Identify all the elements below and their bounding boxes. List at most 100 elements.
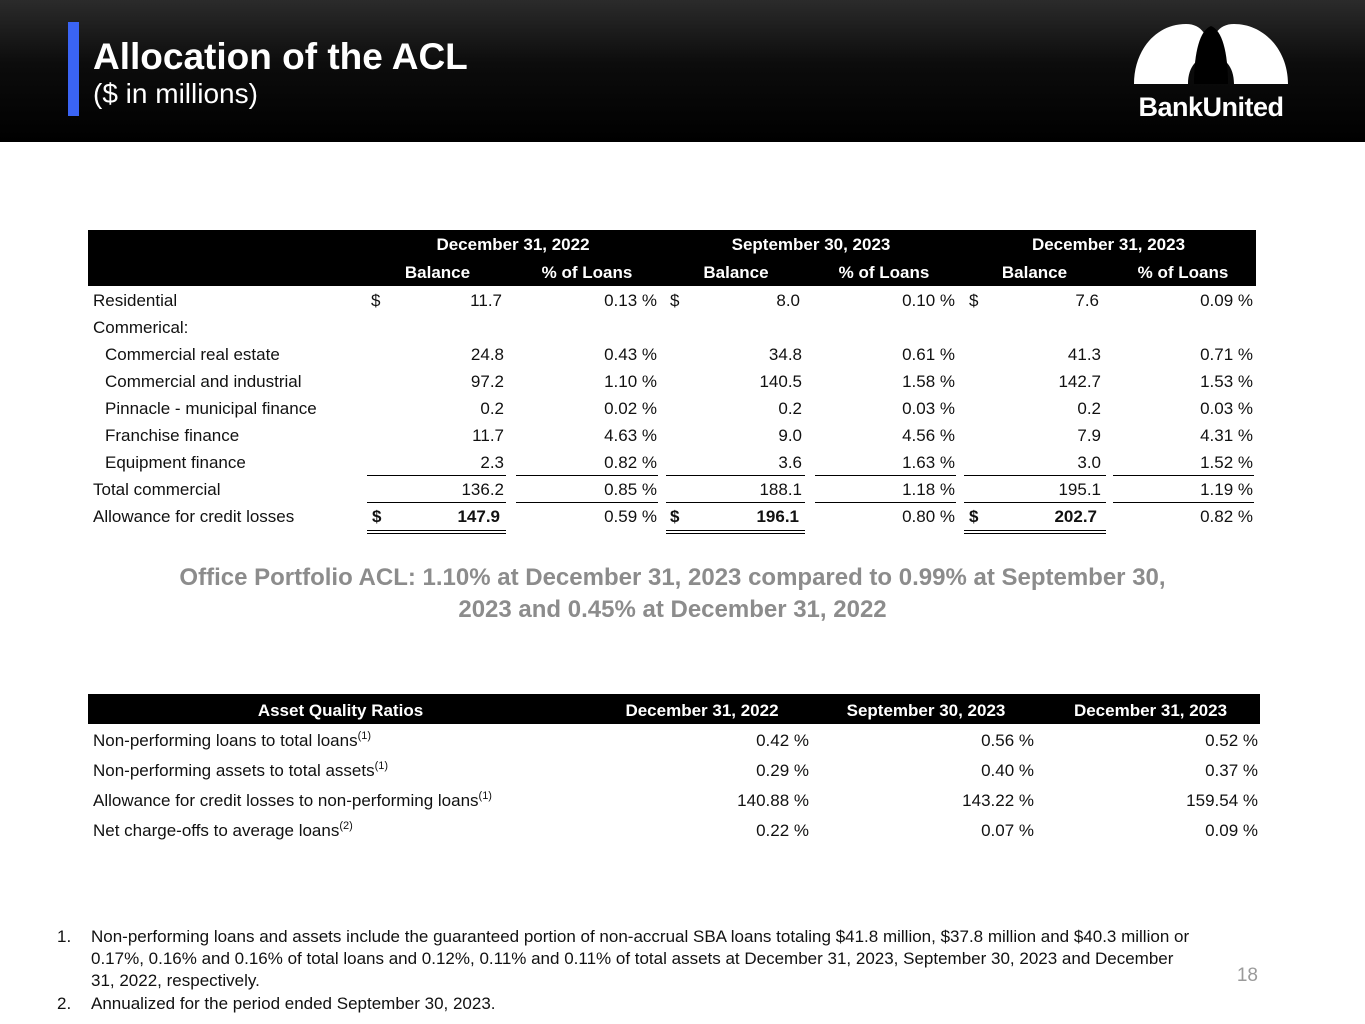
title-banner: Allocation of the ACL ($ in millions) Ba… (0, 0, 1365, 142)
pct-value: 4.63 % (604, 426, 657, 445)
subtotal-rule (516, 502, 658, 503)
pct-value: 0.03 % (1200, 399, 1253, 418)
subtotal-rule (666, 475, 805, 476)
balance-value: 11.7 (472, 426, 504, 445)
table-row: Residential $ 11.7 0.13 % $ 8.0 0.10 % $… (88, 287, 1256, 314)
currency-symbol: $ (969, 507, 979, 526)
subtotal-rule (1113, 502, 1254, 503)
balance-header: Balance (1001, 263, 1068, 282)
balance-value: 147.9 (457, 507, 500, 526)
balance-value: 0.2 (1077, 399, 1101, 418)
subtotal-rule (964, 475, 1106, 476)
footnote-text: Non-performing loans and assets include … (91, 927, 1190, 990)
subtotal-rule (516, 475, 658, 476)
table-row: Allowance for credit losses to non-perfo… (88, 786, 1260, 816)
bankunited-logo-text: BankUnited (1138, 92, 1284, 122)
subtotal-rule (367, 475, 506, 476)
footnote-ref: (1) (374, 760, 389, 772)
pct-value: 0.82 % (604, 453, 657, 472)
ratio-value: 159.54 % (1186, 791, 1258, 810)
pct-value: 4.56 % (902, 426, 955, 445)
ratio-value: 0.56 % (981, 731, 1034, 750)
section-label: Commerical: (93, 318, 189, 337)
balance-value: 188.1 (759, 480, 802, 499)
balance-value: 34.8 (768, 345, 802, 364)
page-number: 18 (1236, 965, 1258, 986)
footnote-text: Annualized for the period ended Septembe… (91, 994, 496, 1013)
table-row: Allowance for credit losses $ 147.9 0.59… (88, 503, 1256, 530)
row-label: Allowance for credit losses (93, 507, 295, 526)
pct-value: 0.02 % (604, 399, 657, 418)
table-row: Non-performing loans to total loans(1) 0… (88, 726, 1260, 756)
subtotal-rule (964, 502, 1106, 503)
pct-value: 1.53 % (1200, 372, 1253, 391)
subtotal-rule (815, 475, 956, 476)
row-label: Commercial real estate (105, 345, 280, 364)
table-row: Net charge-offs to average loans(2) 0.22… (88, 816, 1260, 846)
pct-value: 1.18 % (902, 480, 955, 499)
asset-quality-header: Asset Quality Ratios (257, 701, 424, 720)
currency-symbol: $ (670, 291, 680, 310)
currency-symbol: $ (372, 507, 382, 526)
currency-symbol: $ (670, 507, 680, 526)
pct-value: 1.19 % (1200, 480, 1253, 499)
period-header-row: December 31, 2022 September 30, 2023 Dec… (88, 230, 1256, 259)
pct-value: 0.59 % (604, 507, 657, 526)
table-row: Commercial and industrial 97.2 1.10 % 14… (88, 368, 1256, 395)
balance-value: 2.3 (480, 453, 504, 472)
pct-value: 0.43 % (604, 345, 657, 364)
ratio-value: 143.22 % (962, 791, 1034, 810)
table-row: Pinnacle - municipal finance 0.2 0.02 % … (88, 395, 1256, 422)
pct-value: 4.31 % (1200, 426, 1253, 445)
row-label: Commercial and industrial (105, 372, 302, 391)
row-label: Equipment finance (105, 453, 246, 472)
ratio-value: 0.09 % (1205, 821, 1258, 840)
balance-value: 24.8 (470, 345, 504, 364)
balance-header: Balance (703, 263, 769, 282)
ratio-value: 0.37 % (1205, 761, 1258, 780)
row-label: Pinnacle - municipal finance (105, 399, 317, 418)
ratio-label: Non-performing loans to total loans(1) (93, 730, 372, 751)
currency-symbol: $ (371, 291, 381, 310)
ratio-value: 0.07 % (981, 821, 1034, 840)
balance-value: 3.0 (1077, 453, 1101, 472)
balance-value: 7.9 (1077, 426, 1101, 445)
column-header-row: Balance % of Loans Balance % of Loans Ba… (88, 258, 1256, 286)
balance-value: 0.2 (778, 399, 802, 418)
period-header: December 31, 2022 (625, 701, 779, 720)
balance-value: 97.2 (470, 372, 504, 391)
bankunited-logo-icon (1134, 24, 1288, 84)
table-row: Franchise finance 11.7 4.63 % 9.0 4.56 %… (88, 422, 1256, 449)
subtotal-rule (815, 502, 956, 503)
ratio-value: 0.29 % (756, 761, 809, 780)
table-row: Commercial real estate 24.8 0.43 % 34.8 … (88, 341, 1256, 368)
footnote-number: 1. (57, 927, 72, 946)
page-subtitle: ($ in millions) (93, 78, 258, 109)
pct-value: 0.61 % (902, 345, 955, 364)
pct-value: 1.63 % (902, 453, 955, 472)
balance-value: 142.7 (1058, 372, 1101, 391)
balance-value: 3.6 (778, 453, 802, 472)
ratio-value: 0.42 % (756, 731, 809, 750)
balance-value: 136.2 (461, 480, 504, 499)
ratio-label: Allowance for credit losses to non-perfo… (93, 790, 492, 811)
balance-value: 41.3 (1067, 345, 1101, 364)
balance-value: 9.0 (778, 426, 802, 445)
period-header: December 31, 2023 (1073, 701, 1228, 720)
pct-value: 0.80 % (902, 507, 955, 526)
pct-loans-header: % of Loans (541, 263, 633, 282)
pct-value: 0.85 % (604, 480, 657, 499)
balance-value: 0.2 (480, 399, 504, 418)
page-title: Allocation of the ACL (93, 36, 468, 77)
balance-value: 196.1 (756, 507, 799, 526)
subtotal-rule (1113, 475, 1254, 476)
table-row: Commerical: (88, 314, 1256, 341)
total-double-rule (666, 530, 805, 534)
office-portfolio-note: Office Portfolio ACL: 1.10% at December … (179, 564, 1166, 623)
pct-loans-header: % of Loans (1137, 263, 1229, 282)
period-header: December 31, 2022 (436, 235, 590, 254)
balance-value: 8.0 (776, 291, 800, 310)
ratio-label: Net charge-offs to average loans(2) (93, 820, 353, 841)
pct-value: 1.52 % (1200, 453, 1253, 472)
footnote-ref: (1) (478, 790, 492, 802)
